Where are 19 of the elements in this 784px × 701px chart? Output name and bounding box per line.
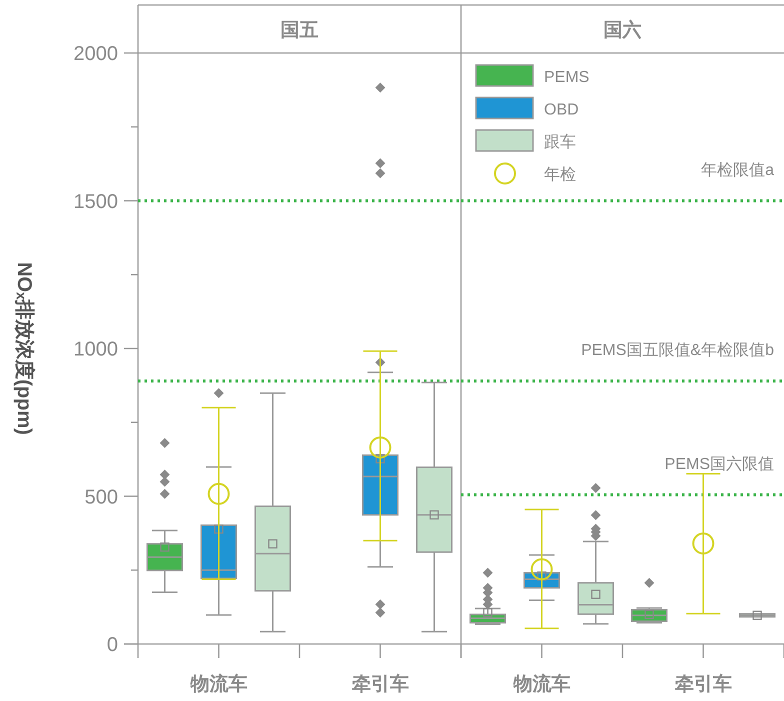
y-axis-title: NOₓ排放浓度(ppm) [13,262,36,435]
legend-label: 跟车 [544,133,576,151]
y-tick-label: 2000 [74,43,118,65]
x-tick-label: 物流车 [512,673,570,695]
y-tick-label: 500 [84,486,118,508]
x-tick-label: 物流车 [189,673,248,695]
ref-line-label: 年检限值a [701,160,774,179]
chart-title: 国五 [280,20,318,41]
y-tick-label: 1500 [74,190,118,213]
ref-line-label: PEMS国六限值 [664,454,774,473]
chart-title: 国六 [604,19,642,41]
y-tick-label: 1000 [74,338,118,360]
y-tick-label: 0 [106,634,118,656]
legend-label: 年检 [544,166,576,184]
x-tick-label: 牵引车 [674,673,732,695]
ref-line-label: PEMS国五限值&年检限值b [581,341,774,360]
x-tick-label: 牵引车 [352,673,409,695]
legend-label: OBD [544,102,579,118]
legend-label: PEMS [544,69,590,86]
